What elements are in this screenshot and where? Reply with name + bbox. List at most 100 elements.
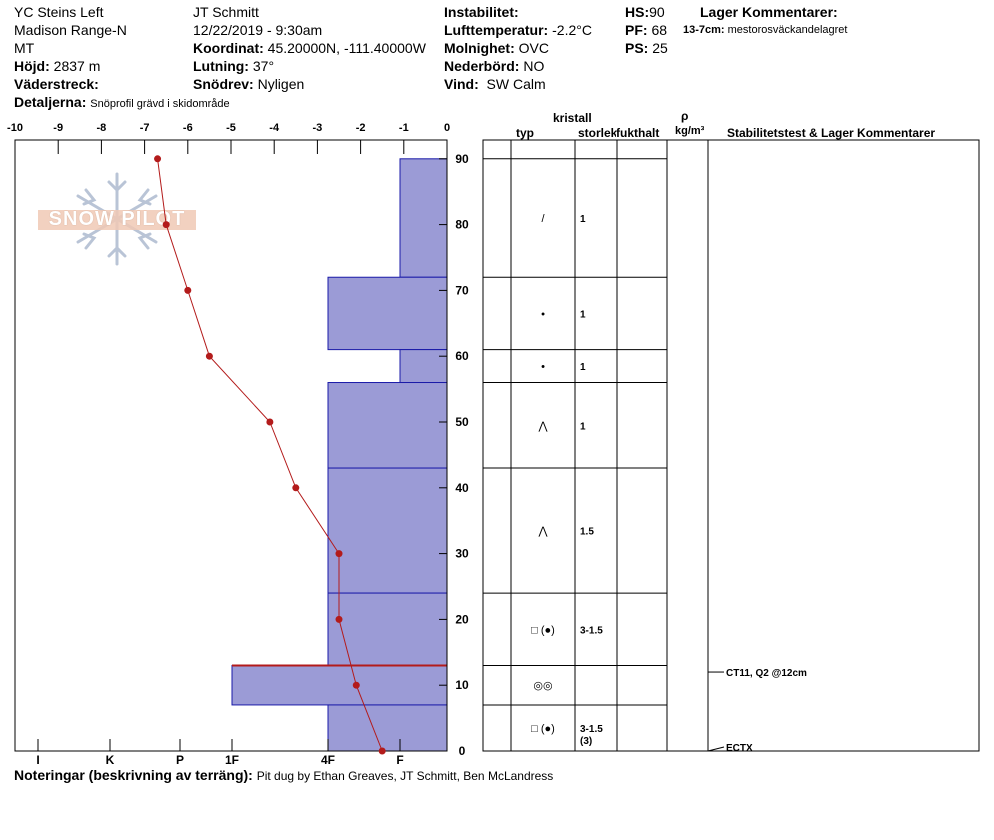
- depth-tick-label: 50: [455, 415, 469, 429]
- layer-comment-depth: 13-7cm:: [683, 24, 725, 36]
- crystal-size-extra-8: (3): [580, 736, 592, 747]
- hardness-tick-label: F: [396, 753, 403, 767]
- hardness-tick-label: 1F: [225, 753, 239, 767]
- state: MT: [14, 40, 35, 56]
- hardness-bars: [231, 158, 448, 752]
- crystal-size-1: 1: [580, 214, 586, 225]
- crystal-type-5: ⋀: [537, 526, 548, 538]
- crystal-type-6: □ (●): [531, 624, 555, 636]
- temp-tick-label: -3: [313, 122, 323, 134]
- hardness-bar-6: [327, 592, 448, 666]
- pf-row: PF: 68: [625, 22, 667, 38]
- hardness-bar-8: [327, 704, 448, 752]
- elevation-label: Höjd:: [14, 58, 50, 74]
- temp-tick-label: -8: [97, 122, 107, 134]
- temperature-profile: [154, 155, 386, 755]
- elevation-row: Höjd: 2837 m: [14, 58, 100, 74]
- temp-tick-label: -1: [399, 122, 409, 134]
- temperature-point: [335, 615, 343, 623]
- depth-tick-label: 80: [455, 218, 469, 232]
- rho-header: ρ: [681, 109, 689, 123]
- crystal-size-6: 3-1.5: [580, 625, 603, 636]
- observation-datetime: 12/22/2019 - 9:30am: [193, 22, 323, 38]
- details-row: Detaljerna: Snöprofil grävd i skidområde: [14, 94, 230, 110]
- temperature-point: [266, 418, 274, 426]
- depth-tick-label: 20: [455, 612, 469, 626]
- layer-comment-row: 13-7cm: mestorosväckandelagret: [683, 24, 847, 36]
- depth-tick-label: 30: [455, 547, 469, 561]
- crystal-type-2: •: [541, 308, 545, 320]
- snowflake-icon: [38, 172, 196, 266]
- precip-label: Nederbörd:: [444, 58, 520, 74]
- stability-leader: [707, 746, 725, 752]
- temp-tick-label: -10: [7, 122, 23, 134]
- airtemp-value: -2.2°C: [552, 22, 592, 38]
- crystal-size-2: 1: [580, 309, 586, 320]
- airtemp-label: Lufttemperatur:: [444, 22, 549, 38]
- temp-tick-label: -9: [53, 122, 63, 134]
- elevation-value: 2837 m: [53, 58, 101, 74]
- temperature-point: [378, 747, 386, 755]
- hardness-tick-label: P: [176, 753, 184, 767]
- temperature-point: [335, 550, 343, 558]
- drift-row: Snödrev: Nyligen: [193, 76, 304, 92]
- depth-tick-label: 70: [455, 283, 469, 297]
- hs-value: 90: [649, 4, 665, 20]
- crystal-size-8: 3-1.5: [580, 724, 603, 735]
- hs-row: HS:90: [625, 4, 665, 20]
- notes-value: Pit dug by Ethan Greaves, JT Schmitt, Be…: [256, 769, 554, 783]
- details-value: Snöprofil grävd i skidområde: [90, 98, 230, 110]
- instability-label: Instabilitet:: [444, 4, 519, 20]
- depth-tick-label: 40: [455, 481, 469, 495]
- hardness-bar-7: [231, 664, 448, 706]
- depth-tick-label: 10: [455, 678, 469, 692]
- coordinate-label: Koordinat:: [193, 40, 264, 56]
- temperature-point: [292, 484, 300, 492]
- pf-label: PF:: [625, 22, 648, 38]
- crystal-size-5: 1.5: [580, 527, 594, 538]
- temperature-point: [162, 221, 170, 229]
- size-header: storlek: [578, 126, 616, 140]
- precip-value: NO: [523, 58, 545, 74]
- details-label: Detaljerna:: [14, 94, 87, 110]
- stability-test-2: ECTX: [726, 743, 753, 754]
- crystal-size-4: 1: [580, 421, 586, 432]
- temp-tick-label: -7: [140, 122, 150, 134]
- moisture-header: fukthalt: [616, 126, 660, 140]
- temperature-point: [154, 155, 162, 163]
- wind-row: Vind: SW Calm: [444, 76, 546, 92]
- layer-table-frame: [482, 139, 980, 752]
- hardness-bar-4: [327, 382, 448, 469]
- crystal-type-8: □ (●): [531, 723, 555, 735]
- hardness-bar-3: [399, 349, 448, 384]
- crystal-type-3: •: [541, 361, 545, 373]
- sky-value: OVC: [518, 40, 549, 56]
- hardness-tick-label: K: [106, 753, 115, 767]
- mountain-range: Madison Range-N: [14, 22, 127, 38]
- layer-comment-text: mestorosväckandelagret: [727, 24, 848, 36]
- ps-row: PS: 25: [625, 40, 668, 56]
- wind-value: SW Calm: [486, 76, 546, 92]
- temperature-point: [184, 286, 192, 294]
- aspect-label: Väderstreck:: [14, 76, 99, 92]
- slope-row: Lutning: 37°: [193, 58, 274, 74]
- crystal-type-7: ◎◎: [533, 680, 552, 692]
- notes-row: Noteringar (beskrivning av terräng): Pit…: [14, 767, 553, 784]
- crystal-type-1: /: [541, 213, 545, 225]
- temp-tick-label: 0: [444, 122, 450, 134]
- logo-text: SNOW PILOT: [48, 208, 186, 230]
- airtemp-row: Lufttemperatur: -2.2°C: [444, 22, 592, 38]
- hardness-tick-label: I: [36, 753, 39, 767]
- sky-row: Molnighet: OVC: [444, 40, 549, 56]
- ps-value: 25: [652, 40, 668, 56]
- sky-label: Molnighet:: [444, 40, 515, 56]
- snowpilot-logo: SNOW PILOT: [38, 170, 196, 268]
- type-header: typ: [516, 126, 534, 140]
- crystal-size-3: 1: [580, 362, 586, 373]
- depth-tick-label: 90: [455, 152, 469, 166]
- hardness-tick-label: 4F: [321, 753, 335, 767]
- coordinate-value: 45.20000N, -111.40000W: [267, 40, 426, 56]
- slope-label: Lutning:: [193, 58, 249, 74]
- crystal-header: kristall: [553, 111, 592, 125]
- layer-comments-title: Lager Kommentarer:: [700, 4, 838, 20]
